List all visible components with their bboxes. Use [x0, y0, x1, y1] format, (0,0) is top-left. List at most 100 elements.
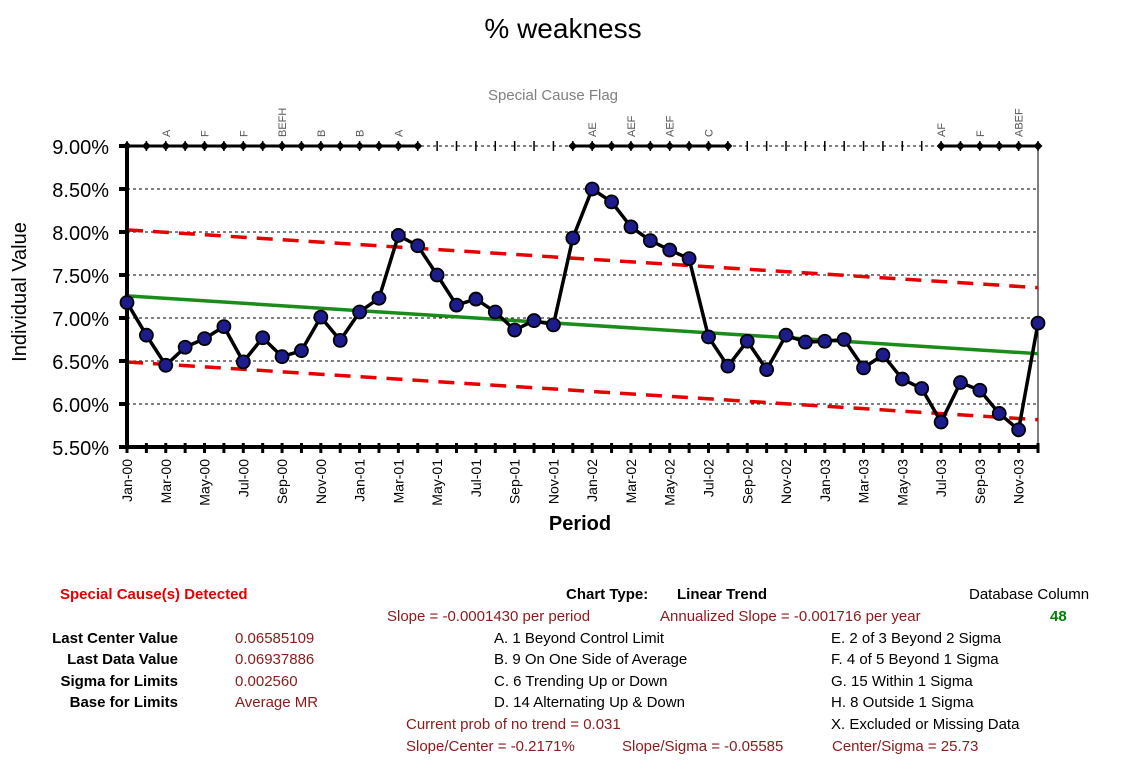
- flag-marker: [703, 141, 713, 151]
- stat-value: 0.002560: [235, 673, 298, 690]
- data-point: [798, 334, 813, 350]
- flag-label: B: [316, 130, 328, 137]
- data-point: [235, 354, 251, 370]
- rule-item: E. 2 of 3 Beyond 2 Sigma: [831, 630, 1002, 647]
- rule-item: F. 4 of 5 Beyond 1 Sigma: [831, 651, 999, 668]
- flag-marker: [200, 141, 210, 151]
- data-point: [177, 339, 193, 355]
- data-point: [468, 291, 484, 307]
- series-line: [125, 187, 1040, 432]
- data-point: [701, 329, 716, 345]
- flag-label: A: [161, 129, 173, 137]
- flag-label: AF: [936, 123, 948, 137]
- flag-marker: [355, 141, 365, 151]
- rule-item: H. 8 Outside 1 Sigma: [831, 694, 974, 711]
- flag-marker: [180, 141, 190, 151]
- x-tick-label: Sep-00: [274, 459, 290, 504]
- data-point: [778, 327, 794, 343]
- flag-marker: [936, 141, 946, 151]
- data-point: [681, 251, 697, 267]
- x-tick-label: May-00: [197, 459, 213, 506]
- special-cause-flags: A F F BEFH B B A AE AEF AEF C AF F ABEF: [122, 108, 1043, 151]
- x-tick-label: Nov-01: [545, 459, 561, 504]
- flag-marker: [393, 141, 403, 151]
- x-tick-label: Mar-01: [390, 459, 406, 504]
- x-tick-label: Nov-03: [1011, 459, 1027, 504]
- flag-label: A: [393, 129, 405, 137]
- data-point: [138, 327, 154, 343]
- x-tick-label: Mar-02: [623, 459, 639, 504]
- flag-marker: [122, 141, 132, 151]
- y-tick-label: 8.00%: [52, 223, 109, 245]
- flag-marker: [684, 141, 694, 151]
- data-point: [332, 332, 348, 348]
- chart-title: % weakness: [484, 13, 641, 44]
- limit-lines: [126, 228, 1039, 422]
- x-axis-label: Period: [549, 513, 611, 535]
- center-sigma: Center/Sigma = 25.73: [832, 738, 979, 755]
- data-point: [914, 381, 930, 396]
- data-point: [856, 360, 871, 376]
- x-tick-label: Sep-02: [739, 459, 755, 504]
- x-tick-label: Jan-01: [352, 459, 368, 502]
- flag-label: B: [355, 130, 367, 137]
- x-tick-label: May-03: [894, 459, 910, 506]
- rule-item: C. 6 Trending Up or Down: [494, 673, 668, 690]
- y-axis-label: Individual Value: [9, 222, 31, 362]
- x-tick-label: May-01: [429, 459, 445, 506]
- flag-label: C: [703, 129, 715, 137]
- data-point: [429, 267, 445, 283]
- flag-label: AEF: [665, 115, 677, 137]
- x-tick-label: Sep-01: [507, 459, 523, 504]
- x-tick-label: Nov-02: [778, 459, 794, 504]
- data-point: [662, 242, 678, 258]
- x-tick-label: Sep-03: [972, 459, 988, 504]
- data-point: [739, 333, 755, 349]
- data-point: [313, 309, 329, 325]
- gridlines: [127, 145, 1039, 447]
- data-point: [546, 317, 561, 333]
- flag-marker: [1033, 141, 1043, 151]
- data-point: [1011, 422, 1027, 438]
- slope-text: Slope = -0.0001430 per period: [387, 608, 591, 625]
- flag-marker: [626, 141, 636, 151]
- x-tick-label: Mar-03: [856, 459, 872, 504]
- y-tick-label: 6.50%: [52, 352, 109, 374]
- flag-marker: [994, 141, 1004, 151]
- x-tick-label: Jan-00: [119, 459, 135, 502]
- data-point: [933, 414, 949, 430]
- flag-label: ABEF: [1014, 108, 1026, 137]
- y-tick-label: 8.50%: [52, 180, 109, 202]
- data-point: [836, 332, 852, 347]
- flag-marker: [975, 141, 985, 151]
- flag-label: F: [975, 130, 987, 137]
- y-tick-label: 5.50%: [52, 438, 109, 460]
- rule-item: X. Excluded or Missing Data: [831, 716, 1020, 733]
- x-tick-label: Jul-03: [933, 459, 949, 497]
- flag-marker: [316, 141, 326, 151]
- data-point: [449, 297, 464, 313]
- chart-type-label: Chart Type:: [566, 586, 649, 603]
- flag-marker: [955, 141, 965, 151]
- data-point: [875, 347, 891, 363]
- stat-value: 0.06585109: [235, 630, 315, 647]
- stat-label: Base for Limits: [69, 694, 178, 711]
- rule-item: G. 15 Within 1 Sigma: [831, 673, 973, 690]
- database-column-label: Database Column: [969, 586, 1090, 603]
- flag-marker: [141, 141, 151, 151]
- flag-marker: [374, 141, 384, 151]
- rule-item: A. 1 Beyond Control Limit: [494, 630, 665, 647]
- flag-marker: [335, 141, 345, 151]
- upper-control-limit: [126, 228, 1039, 290]
- x-tick-label: Nov-00: [313, 459, 329, 504]
- flag-marker: [568, 141, 578, 151]
- database-column-value: 48: [1050, 608, 1067, 625]
- x-tick-label: Jul-01: [468, 459, 484, 497]
- special-causes-heading: Special Cause(s) Detected: [60, 586, 248, 603]
- flag-marker: [161, 141, 171, 151]
- stat-value: 0.06937886: [235, 651, 315, 668]
- x-tick-label: May-02: [662, 459, 678, 506]
- flag-label: AEF: [626, 115, 638, 137]
- data-point: [410, 238, 426, 254]
